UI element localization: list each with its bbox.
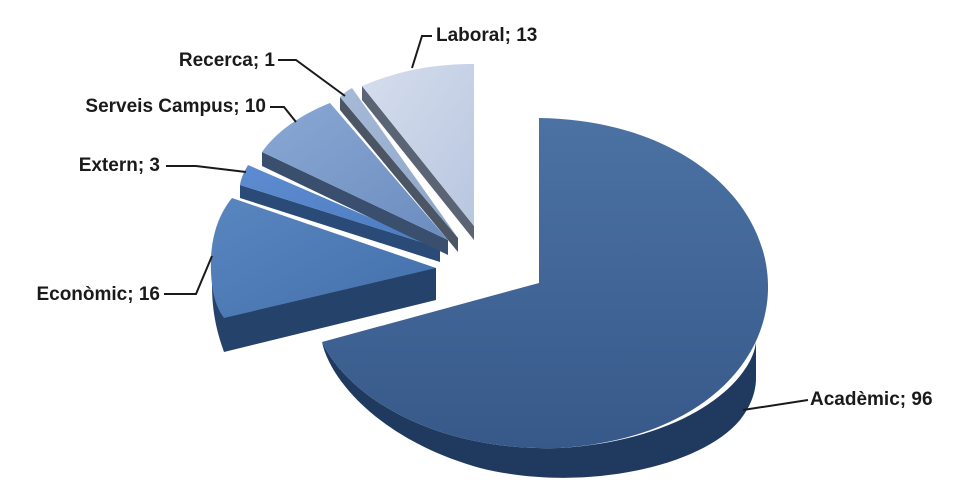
label-economic: Econòmic; 16: [36, 284, 160, 305]
slice-serveis-campus-top: [262, 103, 448, 240]
slice-laboral: [362, 64, 474, 240]
leader-recerca: [278, 59, 346, 97]
slice-economic: [210, 198, 436, 352]
label-recerca: Recerca; 1: [179, 50, 276, 71]
slice-academic: [322, 118, 769, 478]
slice-serveis-campus: [262, 103, 448, 255]
slice-recerca: [340, 88, 458, 252]
slice-academic-side: [322, 342, 756, 478]
label-laboral: Laboral; 13: [436, 25, 537, 46]
label-serveis-campus: Serveis Campus; 10: [85, 96, 266, 117]
leader-academic: [742, 399, 809, 411]
leader-extern: [166, 165, 247, 173]
slice-extern: [240, 165, 440, 262]
leader-serveis-campus: [270, 106, 297, 123]
slice-recerca-side: [340, 97, 458, 252]
label-academic: Acadèmic; 96: [810, 389, 933, 410]
slice-economic-top: [210, 198, 436, 318]
slice-recerca-top: [340, 88, 458, 238]
slice-serveis-campus-side: [262, 152, 448, 255]
slice-academic-top: [322, 118, 769, 449]
slice-extern-top: [240, 165, 440, 248]
label-extern: Extern; 3: [79, 155, 160, 176]
leader-economic: [164, 255, 213, 295]
slice-laboral-top: [362, 64, 474, 226]
slice-extern-side: [240, 185, 440, 262]
slice-laboral-side: [362, 86, 474, 240]
leader-laboral: [411, 35, 432, 69]
